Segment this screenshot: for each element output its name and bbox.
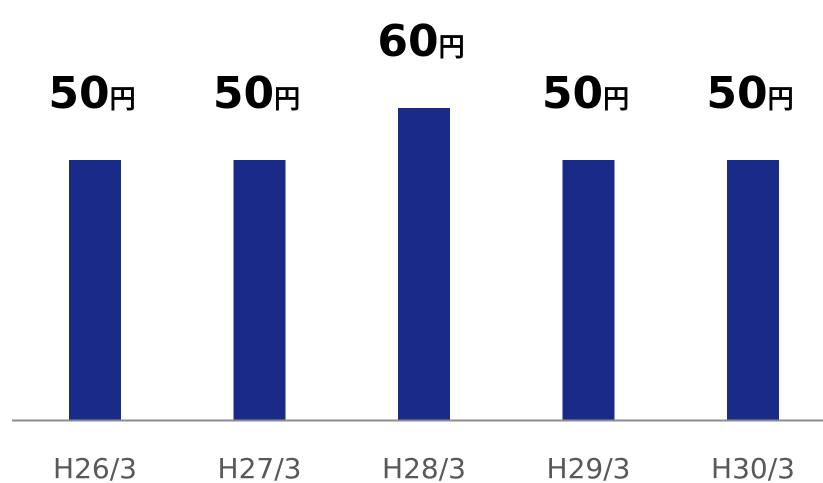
data-label-H29/3: 50円 [542, 68, 629, 119]
data-label-value: 50 [213, 68, 274, 119]
bar-H28/3 [398, 108, 450, 420]
data-label-H30/3: 50円 [706, 68, 793, 119]
bar-H30/3 [727, 160, 779, 420]
bar-H27/3 [233, 160, 286, 420]
bar-H26/3 [69, 160, 121, 420]
x-tick-label-H28/3: H28/3 [382, 452, 466, 483]
data-label-unit: 円 [439, 33, 465, 63]
x-tick-label-H29/3: H29/3 [547, 452, 631, 483]
data-label-value: 50 [706, 68, 767, 119]
x-axis-tick-labels: H26/3 H27/3 H28/3 H29/3 H30/3 [53, 452, 795, 483]
bar-H29/3 [562, 160, 615, 420]
data-label-unit: 円 [603, 85, 629, 115]
data-label-value: 60 [377, 16, 438, 67]
data-label-unit: 円 [768, 85, 794, 115]
data-label-H26/3: 50円 [48, 68, 135, 119]
data-label-H28/3: 60円 [377, 16, 464, 67]
data-label-H27/3: 50円 [213, 68, 300, 119]
bar-series [69, 108, 779, 420]
data-label-unit: 円 [110, 85, 136, 115]
data-label-value: 50 [48, 68, 109, 119]
x-tick-label-H27/3: H27/3 [218, 452, 302, 483]
data-label-unit: 円 [274, 85, 300, 115]
data-label-value: 50 [542, 68, 603, 119]
x-tick-label-H30/3: H30/3 [711, 452, 795, 483]
x-tick-label-H26/3: H26/3 [53, 452, 137, 483]
